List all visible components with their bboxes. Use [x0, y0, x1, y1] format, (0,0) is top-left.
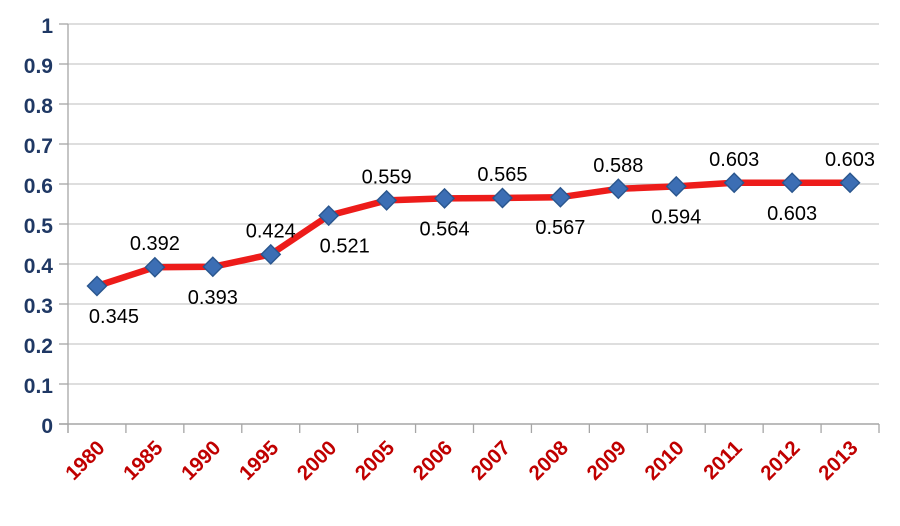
data-label: 0.392 [130, 233, 180, 255]
marker-diamond [202, 256, 224, 278]
marker-diamond [318, 205, 340, 227]
y-tick-label: 0.2 [24, 335, 53, 358]
data-label: 0.565 [477, 164, 527, 186]
marker-diamond [491, 187, 513, 209]
y-tick-label: 0.8 [24, 95, 54, 118]
y-tick-label: 0.5 [24, 215, 54, 238]
y-tick-label: 0 [41, 415, 53, 438]
data-label: 0.567 [535, 217, 585, 239]
y-tick-label: 0.3 [24, 295, 53, 318]
data-label: 0.603 [767, 203, 817, 225]
marker-diamond [86, 275, 108, 297]
marker-diamond [665, 175, 687, 197]
marker-diamond [549, 186, 571, 208]
data-label: 0.393 [188, 287, 238, 309]
data-label: 0.564 [420, 218, 470, 240]
marker-diamond [144, 256, 166, 278]
data-label: 0.345 [89, 306, 139, 328]
y-tick-label: 0.7 [24, 135, 53, 158]
marker-diamond [723, 172, 745, 194]
marker-diamond [607, 178, 629, 200]
marker-diamond [839, 172, 861, 194]
y-tick-label: 0.4 [24, 255, 54, 278]
data-label: 0.424 [246, 220, 296, 242]
marker-diamond [434, 187, 456, 209]
y-tick-label: 1 [41, 15, 53, 38]
data-label: 0.603 [825, 149, 875, 171]
y-tick-label: 0.6 [24, 175, 53, 198]
data-label: 0.521 [320, 236, 370, 258]
marker-diamond [376, 189, 398, 211]
y-tick-label: 0.9 [24, 55, 53, 78]
y-tick-label: 0.1 [24, 375, 54, 398]
data-label: 0.559 [362, 166, 412, 188]
marker-diamond [260, 243, 282, 265]
data-label: 0.588 [593, 155, 643, 177]
data-label: 0.603 [709, 149, 759, 171]
data-label: 0.594 [651, 206, 701, 228]
marker-diamond [781, 172, 803, 194]
